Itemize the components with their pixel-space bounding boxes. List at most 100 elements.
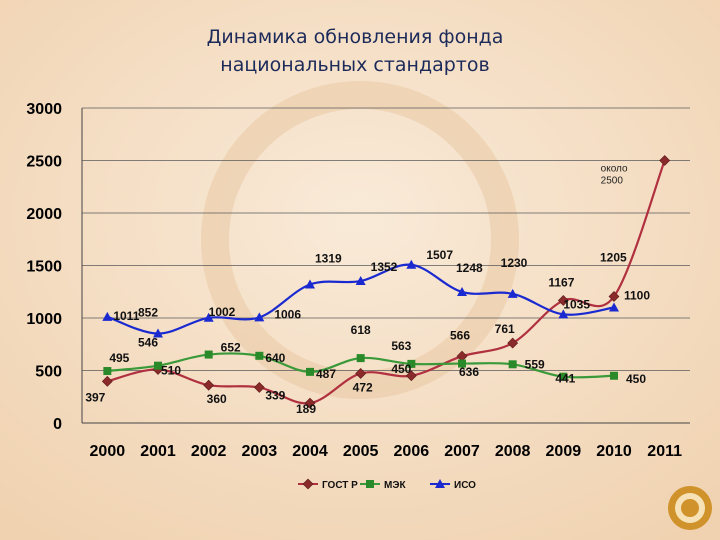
x-tick-label: 2008 <box>495 443 531 460</box>
x-tick-label: 2006 <box>394 443 430 460</box>
data-point <box>355 276 366 286</box>
data-label: 1319 <box>315 252 342 266</box>
data-point <box>253 381 265 393</box>
data-label: 189 <box>296 402 316 416</box>
data-point <box>608 291 620 302</box>
y-tick-label: 500 <box>35 364 62 381</box>
x-tick-label: 2007 <box>444 443 480 460</box>
data-label: 1507 <box>426 248 453 262</box>
y-tick-label: 1500 <box>26 259 62 276</box>
data-point <box>203 379 215 391</box>
data-point <box>609 302 619 312</box>
data-point <box>103 367 112 376</box>
data-label: 761 <box>495 322 515 336</box>
data-label: 852 <box>138 306 158 320</box>
data-point <box>305 279 315 289</box>
data-point <box>204 350 213 359</box>
x-tick-label: 2004 <box>292 443 328 460</box>
data-point <box>366 480 374 488</box>
data-point <box>507 337 519 349</box>
data-label: 397 <box>85 390 105 404</box>
data-label: 1230 <box>501 256 528 270</box>
series-group <box>101 155 671 409</box>
data-point <box>302 478 314 490</box>
data-label: 1248 <box>456 261 483 275</box>
y-tick-label: 0 <box>53 416 62 433</box>
data-label: 546 <box>138 336 158 350</box>
data-label: 566 <box>450 329 470 343</box>
y-tick-label: 3000 <box>26 101 62 118</box>
x-tick-label: 2002 <box>191 443 227 460</box>
gridlines <box>82 107 690 371</box>
data-point <box>101 375 113 387</box>
data-label: 450 <box>626 372 646 386</box>
data-point <box>405 370 417 382</box>
data-label: 441 <box>555 372 575 386</box>
data-label: 563 <box>391 339 411 353</box>
data-point <box>304 397 316 409</box>
data-label: 495 <box>109 351 129 365</box>
data-point <box>255 351 264 360</box>
data-point <box>154 361 162 370</box>
data-point <box>306 367 314 376</box>
data-point <box>610 371 618 380</box>
annotation-text: около <box>601 164 628 175</box>
data-point <box>254 312 265 322</box>
data-point <box>557 295 569 306</box>
annotation-text: 2500 <box>601 176 624 187</box>
data-point <box>153 328 163 338</box>
data-label: 360 <box>207 392 227 406</box>
y-tick-label: 1000 <box>26 311 62 328</box>
data-point <box>407 359 416 368</box>
data-label: 652 <box>221 341 241 355</box>
data-labels: 397 510 360 339 189 472 450 636 761 1167 1205 495 54… <box>85 248 650 416</box>
y-axis: 0 500 1000 1500 2000 2500 3000 <box>26 101 83 433</box>
data-label: 636 <box>459 365 479 379</box>
chart-title-line-2: национальных стандартов <box>220 54 489 76</box>
data-label: 1035 <box>563 297 590 311</box>
data-label: 1205 <box>600 250 627 264</box>
data-point <box>406 259 417 269</box>
data-point <box>458 359 466 368</box>
x-tick-label: 2011 <box>647 443 682 460</box>
data-label: 559 <box>525 357 545 371</box>
legend-label: МЭК <box>384 480 406 491</box>
data-label: 472 <box>353 380 373 394</box>
data-point <box>102 311 113 321</box>
chart-title-line-1: Динамика обновления фонда <box>207 26 504 48</box>
data-label: 640 <box>265 351 285 365</box>
logo <box>668 486 712 530</box>
data-label: 1011 <box>113 309 139 323</box>
x-tick-label: 2000 <box>90 443 126 460</box>
data-label: 339 <box>265 388 285 402</box>
data-label: 1006 <box>274 307 301 321</box>
data-label: 618 <box>351 323 371 337</box>
data-label: 1100 <box>624 289 650 303</box>
data-label: 1002 <box>209 305 236 319</box>
data-label: 1352 <box>371 260 398 274</box>
data-point <box>435 479 445 488</box>
data-label: 510 <box>161 363 181 377</box>
y-tick-label: 2000 <box>26 206 62 223</box>
x-tick-label: 2010 <box>596 443 632 460</box>
data-point <box>355 368 367 379</box>
data-point <box>659 155 671 166</box>
legend-label: ИСО <box>454 480 476 491</box>
x-tick-label: 2003 <box>242 443 278 460</box>
watermark-ring <box>201 81 519 399</box>
data-point <box>457 286 467 296</box>
data-point <box>507 288 518 298</box>
legend: ГОСТ Р МЭК ИСО <box>298 478 476 491</box>
data-point <box>559 372 568 381</box>
data-label: 1167 <box>548 275 574 289</box>
data-point <box>508 360 517 369</box>
x-tick-label: 2001 <box>140 443 176 460</box>
data-point <box>558 309 569 319</box>
y-tick-label: 2500 <box>26 154 62 171</box>
data-label: 487 <box>316 367 336 381</box>
x-axis: 2000 2001 2002 2003 2004 2005 2006 2007 2008 2009… <box>82 422 690 460</box>
x-tick-label: 2009 <box>546 443 582 460</box>
data-point <box>203 312 214 322</box>
